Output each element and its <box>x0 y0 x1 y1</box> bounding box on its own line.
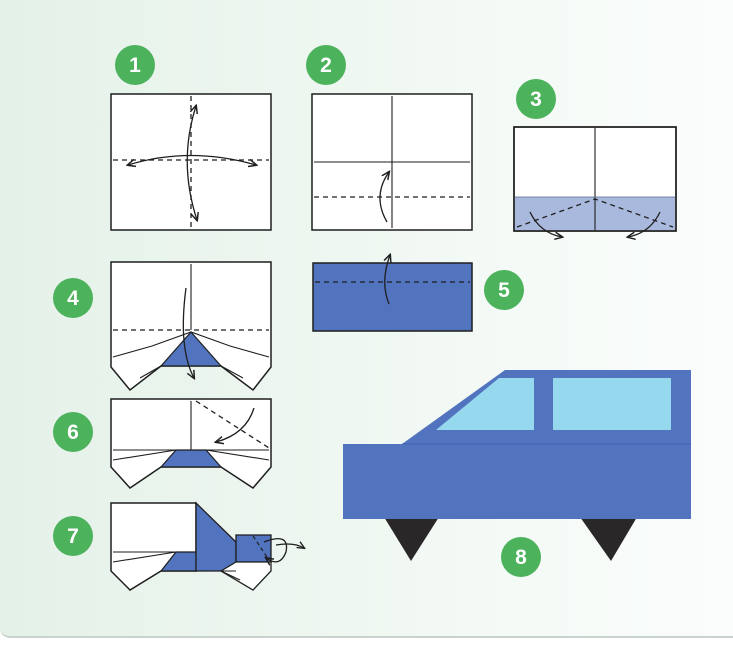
step-badge-1: 1 <box>115 45 155 85</box>
step-badge-2: 2 <box>306 45 346 85</box>
front-window <box>436 378 534 430</box>
step-badge-5: 5 <box>484 270 524 310</box>
step-2-diagram <box>311 93 473 231</box>
step-number: 7 <box>67 525 79 548</box>
step-number: 3 <box>530 88 542 111</box>
step-7-diagram <box>110 501 304 591</box>
step-number: 2 <box>320 54 332 77</box>
step-badge-8: 8 <box>501 537 541 577</box>
step-number: 1 <box>129 54 141 77</box>
step-5-diagram <box>312 255 473 332</box>
step-badge-3: 3 <box>516 79 556 119</box>
step-3-diagram <box>513 126 677 237</box>
step-number: 6 <box>67 421 79 444</box>
step-badge-4: 4 <box>53 278 93 318</box>
step-1-diagram <box>110 93 272 231</box>
step-number: 4 <box>67 287 79 310</box>
step-4-diagram <box>110 261 272 392</box>
step-badge-6: 6 <box>53 412 93 452</box>
step-8-car <box>343 370 691 561</box>
rear-window <box>553 378 671 430</box>
step-badge-7: 7 <box>53 516 93 556</box>
step-6-diagram <box>110 398 272 489</box>
step-number: 8 <box>515 546 527 569</box>
step-number: 5 <box>498 279 510 302</box>
